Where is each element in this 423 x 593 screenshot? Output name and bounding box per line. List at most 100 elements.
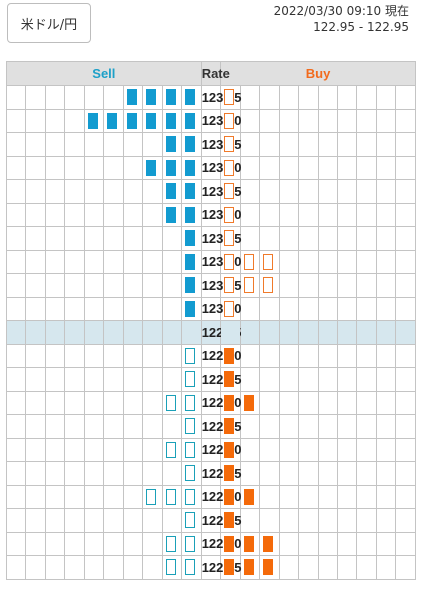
sell-cell	[44, 249, 66, 274]
buy-cell	[336, 343, 358, 368]
sell-cell	[181, 155, 202, 180]
sell-cell	[83, 390, 105, 415]
buy-cell	[336, 367, 358, 392]
sell-cell	[44, 296, 66, 321]
buy-cell	[298, 85, 319, 110]
buy-cell	[259, 320, 280, 345]
rate-row: 122.50	[5, 531, 416, 556]
sell-cell	[142, 273, 163, 298]
currency-pair-button[interactable]: 米ドル/円	[7, 3, 91, 43]
sell-cell	[181, 132, 202, 157]
sell-cell	[44, 555, 66, 580]
buy-cell	[317, 461, 338, 486]
sell-cell	[181, 343, 202, 368]
rate-value: 122.45	[200, 555, 241, 580]
sell-cell	[142, 179, 163, 204]
buy-cell	[356, 414, 377, 439]
buy-order-bar	[224, 347, 235, 364]
buy-cell	[259, 155, 280, 180]
sell-cell	[25, 155, 46, 180]
sell-cell	[161, 390, 183, 415]
buy-cell	[278, 296, 300, 321]
sell-cell	[5, 249, 27, 274]
sell-order-bar	[146, 89, 157, 105]
buy-cell	[356, 484, 377, 509]
sell-cell	[103, 226, 124, 251]
sell-cell	[122, 461, 144, 486]
sell-cell	[25, 484, 46, 509]
sell-cell	[83, 155, 105, 180]
sell-cell	[44, 226, 66, 251]
sell-cell	[103, 531, 124, 556]
buy-cell	[239, 296, 261, 321]
rate-value: 123.30	[200, 155, 241, 180]
buy-cell	[336, 155, 358, 180]
buy-cell	[395, 437, 416, 462]
sell-cell	[5, 531, 27, 556]
sell-cell	[103, 484, 124, 509]
rate-row: 123.15	[5, 226, 416, 251]
buy-cell	[220, 249, 241, 274]
sell-cell	[122, 296, 144, 321]
buy-cell	[278, 202, 300, 227]
buy-cell	[336, 508, 358, 533]
sell-cell	[25, 108, 46, 133]
buy-cell	[220, 531, 241, 556]
sell-cell	[122, 85, 144, 110]
sell-cell	[5, 296, 27, 321]
sell-cell	[64, 108, 85, 133]
buy-cell	[375, 155, 397, 180]
buy-cell	[298, 108, 319, 133]
buy-order-bar	[243, 394, 254, 411]
buy-cell	[259, 367, 280, 392]
sell-cell	[25, 461, 46, 486]
buy-order-bar	[224, 465, 235, 481]
sell-cell	[5, 390, 27, 415]
sell-cell	[181, 202, 202, 227]
sell-cell	[122, 390, 144, 415]
buy-order-bar	[263, 535, 274, 552]
sell-cell	[122, 320, 144, 345]
buy-cell	[395, 461, 416, 486]
sell-order-bar	[87, 112, 98, 129]
buy-cell	[395, 132, 416, 157]
sell-cell	[64, 273, 85, 298]
sell-cell	[5, 273, 27, 298]
buy-order-bar	[243, 488, 254, 505]
buy-cell	[336, 461, 358, 486]
sell-order-bar	[165, 206, 176, 223]
sell-cell	[142, 437, 163, 462]
buy-cell	[317, 508, 338, 533]
buy-order-bar	[224, 183, 235, 199]
sell-cell	[44, 437, 66, 462]
rate-value: 122.80	[200, 390, 241, 415]
buy-cell	[239, 555, 261, 580]
sell-cell	[103, 390, 124, 415]
rate-value: 122.85	[200, 367, 241, 392]
buy-cell	[298, 132, 319, 157]
buy-cell	[375, 202, 397, 227]
buy-order-bar	[224, 418, 235, 434]
sell-cell	[83, 461, 105, 486]
sell-cell	[181, 390, 202, 415]
buy-cell	[239, 343, 261, 368]
buy-cell	[395, 202, 416, 227]
buy-cell	[375, 179, 397, 204]
buy-cell	[259, 226, 280, 251]
buy-cell	[317, 320, 338, 345]
buy-cell	[298, 249, 319, 274]
sell-order-bar	[185, 253, 196, 270]
buy-cell	[375, 85, 397, 110]
sell-cell	[181, 461, 202, 486]
rate-row: 122.70	[5, 437, 416, 462]
buy-cell	[375, 484, 397, 509]
sell-cell	[64, 320, 85, 345]
rate-value: 122.50	[200, 531, 241, 556]
buy-order-bar	[263, 559, 274, 575]
buy-cell	[220, 179, 241, 204]
buy-cell	[298, 343, 319, 368]
sell-cell	[25, 249, 46, 274]
buy-cell	[395, 414, 416, 439]
sell-cell	[122, 484, 144, 509]
sell-cell	[25, 273, 46, 298]
